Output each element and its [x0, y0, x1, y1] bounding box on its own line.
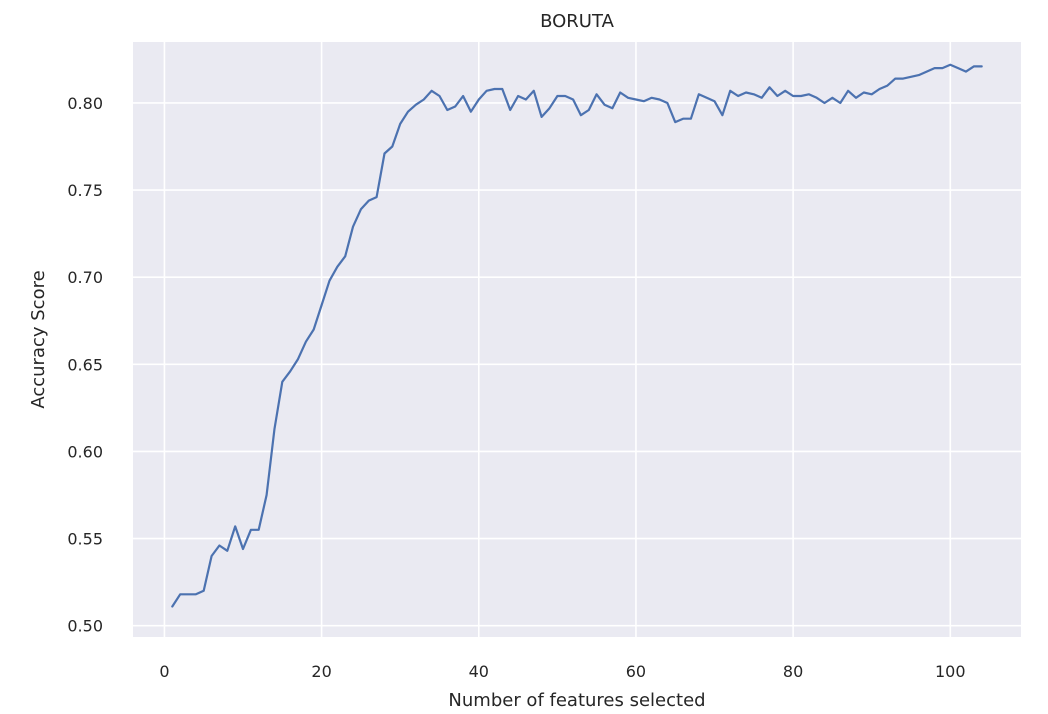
x-tick-label: 40	[469, 662, 489, 681]
y-tick-label: 0.65	[67, 355, 103, 374]
x-tick-label: 20	[311, 662, 331, 681]
y-tick-label: 0.60	[67, 442, 103, 461]
y-axis-title: Accuracy Score	[28, 270, 49, 408]
y-gridlines	[133, 102, 1021, 627]
y-tick-label: 0.50	[67, 617, 103, 636]
chart-title: BORUTA	[540, 11, 614, 32]
x-tick-labels: 0 20 40 60 80 100	[159, 662, 965, 681]
x-tick-label: 100	[935, 662, 966, 681]
y-tick-label: 0.75	[67, 181, 103, 200]
x-tick-label: 0	[159, 662, 169, 681]
x-tick-label: 80	[783, 662, 803, 681]
x-tick-label: 60	[626, 662, 646, 681]
plot-background	[133, 42, 1021, 637]
y-tick-labels: 0.50 0.55 0.60 0.65 0.70 0.75 0.80	[67, 94, 103, 636]
y-tick-label: 0.80	[67, 94, 103, 113]
x-axis-title: Number of features selected	[448, 690, 705, 711]
series-line	[171, 63, 983, 608]
y-tick-label: 0.55	[67, 530, 103, 549]
y-tick-label: 0.70	[67, 268, 103, 287]
